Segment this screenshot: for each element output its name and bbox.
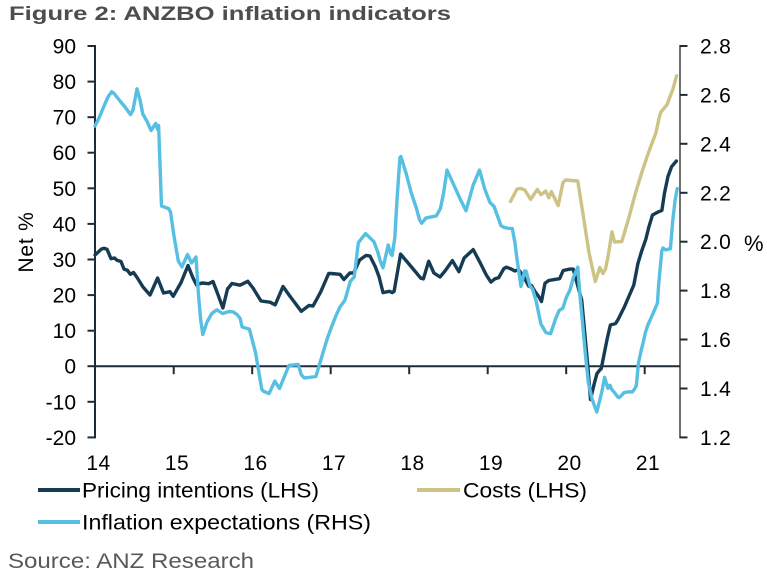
svg-text:2.8: 2.8 [700, 36, 732, 59]
svg-text:Costs (LHS): Costs (LHS) [463, 480, 587, 503]
svg-text:70: 70 [53, 107, 76, 130]
svg-text:19: 19 [479, 452, 503, 475]
svg-text:1.6: 1.6 [700, 329, 732, 352]
svg-text:Inflation expectations (RHS): Inflation expectations (RHS) [82, 512, 371, 535]
svg-text:16: 16 [243, 452, 267, 475]
svg-text:30: 30 [53, 249, 76, 272]
svg-text:60: 60 [53, 142, 76, 165]
svg-text:Source: ANZ Research: Source: ANZ Research [8, 550, 254, 573]
svg-text:90: 90 [53, 36, 76, 59]
svg-text:2.2: 2.2 [700, 182, 732, 205]
svg-text:Figure 2: ANZBO inflation indi: Figure 2: ANZBO inflation indicators [9, 4, 451, 25]
svg-text:1.8: 1.8 [700, 280, 732, 303]
svg-text:21: 21 [636, 452, 660, 475]
svg-text:-20: -20 [46, 427, 76, 450]
svg-text:18: 18 [400, 452, 424, 475]
svg-text:10: 10 [53, 320, 76, 343]
svg-text:2.6: 2.6 [700, 84, 732, 107]
svg-text:20: 20 [53, 285, 76, 308]
svg-text:1.4: 1.4 [700, 378, 732, 401]
svg-text:40: 40 [53, 213, 76, 236]
svg-text:0: 0 [64, 356, 76, 379]
svg-text:2.0: 2.0 [700, 231, 732, 254]
svg-text:Pricing intentions (LHS): Pricing intentions (LHS) [82, 480, 319, 503]
svg-text:80: 80 [53, 71, 76, 94]
svg-text:%: % [744, 231, 764, 256]
svg-text:Net %: Net % [15, 211, 38, 272]
svg-text:50: 50 [53, 178, 76, 201]
svg-text:2.4: 2.4 [700, 133, 732, 156]
svg-text:17: 17 [322, 452, 346, 475]
svg-text:15: 15 [165, 452, 189, 475]
svg-text:1.2: 1.2 [700, 427, 732, 450]
svg-text:14: 14 [86, 452, 110, 475]
svg-text:-10: -10 [46, 391, 76, 414]
svg-text:20: 20 [557, 452, 581, 475]
